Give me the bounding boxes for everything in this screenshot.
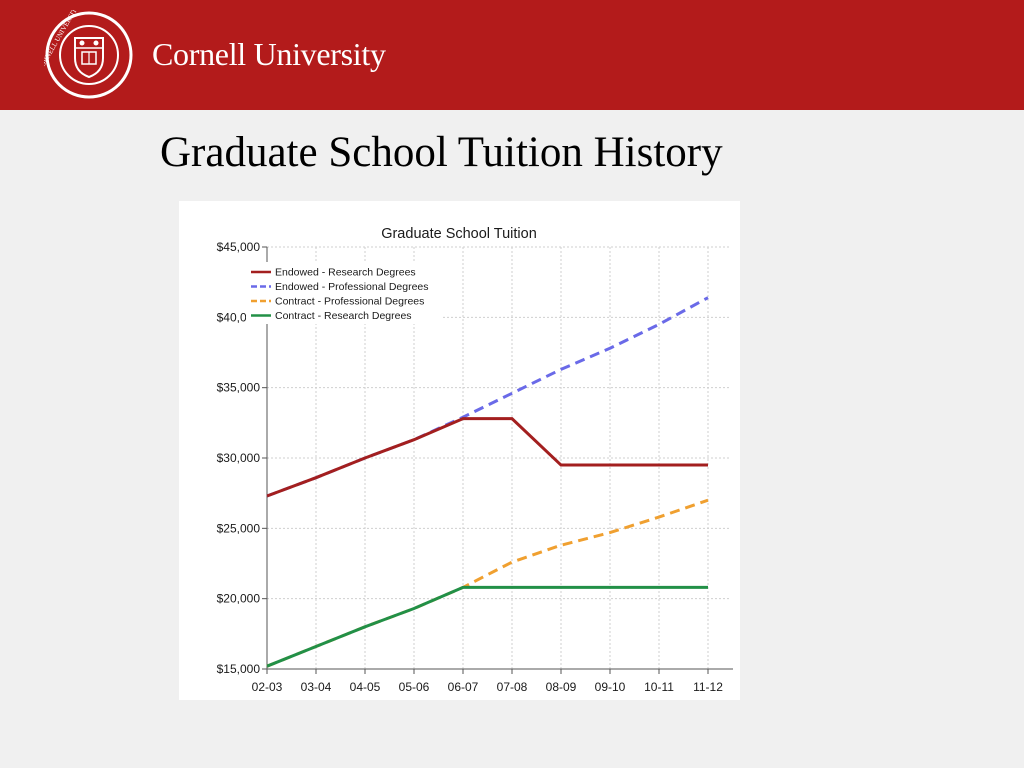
legend-box — [246, 262, 442, 324]
x-tick-label: 09-10 — [595, 680, 626, 694]
cornell-seal-icon: CORNELL UNIVERSITY — [44, 10, 133, 99]
x-tick-label: 06-07 — [448, 680, 479, 694]
legend-label-3: Contract - Professional Degrees — [275, 296, 424, 308]
y-tick-label: $35,000 — [217, 381, 261, 395]
x-tick-label: 10-11 — [644, 680, 674, 694]
y-tick-label: $20,000 — [217, 592, 261, 606]
tuition-line-chart: Graduate School Tuition $15,000 $20,000 $25… — [217, 226, 733, 694]
y-tick-label: $15,000 — [217, 662, 261, 676]
legend-label-2: Endowed - Professional Degrees — [275, 281, 429, 293]
y-tick-label: $45,000 — [217, 240, 261, 254]
x-tick-label: 08-09 — [546, 680, 577, 694]
series-line-3 — [266, 498, 709, 668]
slide-title: Graduate School Tuition History — [160, 129, 723, 176]
x-tick-label: 07-08 — [497, 680, 528, 694]
y-tick-label: $25,000 — [217, 521, 261, 535]
series-line-2 — [266, 296, 709, 498]
legend-label-1: Endowed - Research Degrees — [275, 267, 416, 279]
legend-label-4: Contract - Research Degrees — [275, 310, 412, 322]
y-tick-label: $30,000 — [217, 451, 261, 465]
x-tick-label: 04-05 — [350, 680, 381, 694]
series-line-4 — [266, 585, 708, 668]
series-line-1 — [266, 417, 708, 498]
x-tick-label: 11-12 — [693, 680, 723, 694]
header-banner: CORNELL UNIVERSITY Cornell University — [0, 0, 1024, 110]
university-wordmark: Cornell University — [152, 36, 386, 72]
x-tick-label: 05-06 — [399, 680, 430, 694]
x-tick-label: 02-03 — [252, 680, 283, 694]
chart-title: Graduate School Tuition — [381, 226, 537, 242]
chart-panel: Graduate School Tuition $15,000 $20,000 $25… — [179, 201, 740, 700]
x-tick-label: 03-04 — [301, 680, 332, 694]
